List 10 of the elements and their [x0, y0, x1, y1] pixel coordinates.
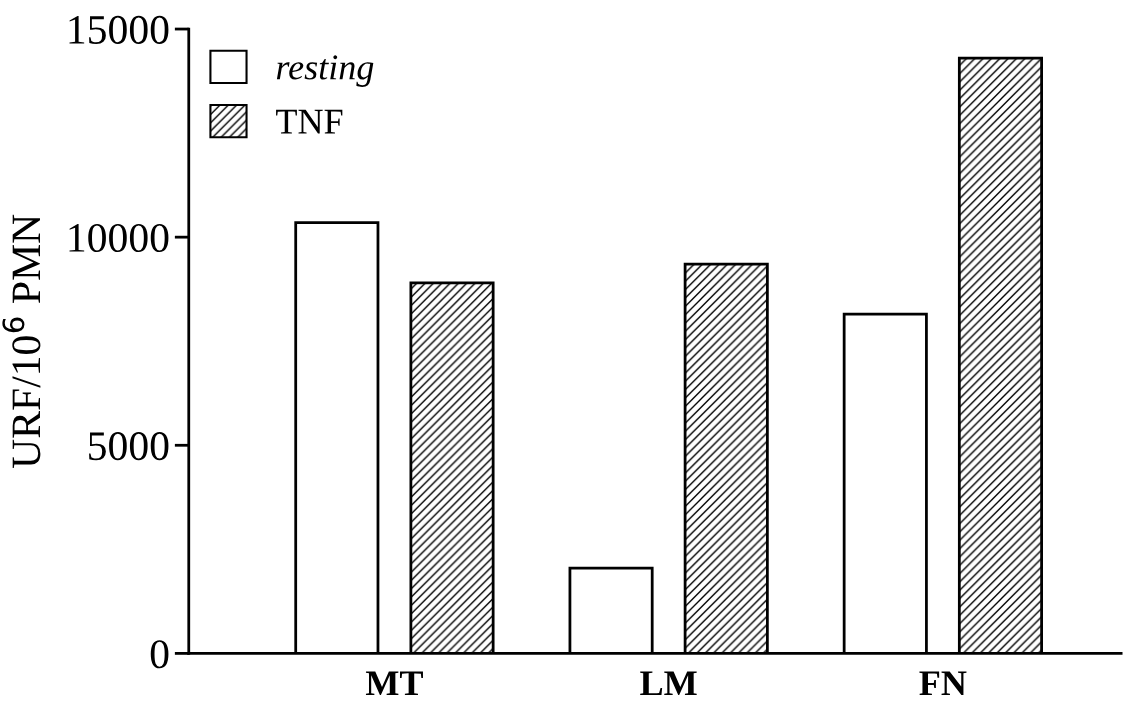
legend-label: resting: [276, 55, 374, 87]
y-tick-label: 5000: [89, 432, 169, 461]
legend-label: TNF: [276, 109, 343, 134]
x-tick-label: LM: [640, 671, 697, 696]
y-tick-label: 15000: [69, 15, 169, 44]
y-axis-title: URF/10$^{6}$ PMN: [2, 214, 41, 469]
x-tick-label: FN: [919, 671, 967, 696]
y-tick-label: 0: [150, 640, 169, 669]
x-tick-label: MT: [365, 671, 423, 696]
y-tick-label: 10000: [69, 223, 169, 253]
